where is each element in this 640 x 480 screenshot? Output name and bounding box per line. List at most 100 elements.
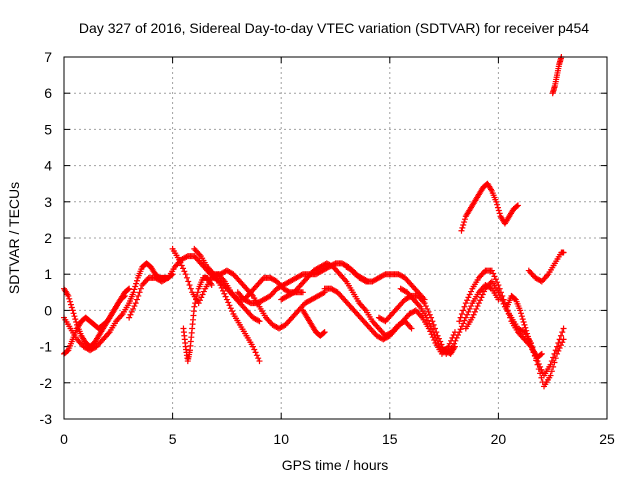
data-point: [523, 327, 530, 334]
y-tick-label: -2: [40, 375, 53, 391]
data-point: [559, 339, 566, 346]
data-point: [534, 361, 541, 368]
data-point: [520, 318, 527, 325]
data-point: [128, 308, 135, 315]
series-track-2: [61, 292, 128, 357]
data-point: [131, 286, 138, 293]
data-point: [465, 294, 472, 301]
data-point: [424, 305, 431, 312]
data-point: [466, 291, 473, 298]
data-point: [538, 350, 545, 357]
data-point: [539, 369, 546, 376]
x-tick-label: 25: [599, 431, 615, 447]
data-point: [522, 324, 529, 331]
data-point: [408, 325, 415, 332]
data-point: [464, 311, 471, 318]
data-point: [177, 259, 184, 266]
data-point: [430, 321, 437, 328]
data-point: [69, 307, 76, 314]
data-point: [458, 227, 465, 234]
data-point: [126, 285, 133, 292]
data-point: [548, 368, 555, 375]
data-point: [68, 304, 75, 311]
data-point: [71, 313, 78, 320]
data-point: [425, 317, 432, 324]
data-point: [457, 326, 464, 333]
data-point: [191, 303, 198, 310]
data-point: [462, 314, 469, 321]
data-point: [381, 271, 388, 278]
data-point: [457, 314, 464, 321]
data-points: [61, 54, 567, 390]
data-point: [321, 329, 328, 336]
data-point: [299, 289, 306, 296]
data-point: [449, 343, 456, 350]
data-point: [193, 296, 200, 303]
data-point: [557, 342, 564, 349]
data-point: [133, 277, 140, 284]
data-point: [200, 288, 207, 295]
data-point: [298, 271, 305, 278]
data-point: [455, 332, 462, 339]
series-track-20: [525, 249, 567, 285]
data-point: [131, 303, 138, 310]
series-track-14: [375, 292, 458, 357]
data-point: [560, 325, 567, 332]
data-point: [132, 300, 139, 307]
x-tick-label: 10: [273, 431, 289, 447]
data-point: [517, 307, 524, 314]
data-point: [471, 308, 478, 315]
data-point: [461, 219, 468, 226]
data-point: [181, 268, 188, 275]
y-tick-label: 6: [44, 85, 52, 101]
data-point: [498, 295, 505, 302]
data-point: [121, 292, 128, 299]
data-point: [320, 329, 327, 336]
data-point: [475, 300, 482, 307]
data-point: [192, 300, 199, 307]
data-point: [465, 308, 472, 315]
data-point: [461, 303, 468, 310]
series-track-21: [549, 54, 565, 97]
series-track-8: [191, 245, 328, 332]
data-point: [430, 329, 437, 336]
y-tick-label: 0: [44, 302, 52, 318]
data-point: [494, 204, 501, 211]
data-point: [163, 275, 170, 282]
y-tick-label: -1: [40, 339, 53, 355]
data-point: [460, 320, 467, 327]
data-point: [425, 308, 432, 315]
data-point: [560, 249, 567, 256]
data-point: [194, 289, 201, 296]
data-point: [478, 294, 485, 301]
data-point: [518, 313, 525, 320]
series-track-15: [397, 282, 502, 357]
data-point: [183, 253, 190, 260]
data-point: [473, 305, 480, 312]
data-point: [462, 300, 469, 307]
data-point: [127, 311, 134, 318]
y-tick-label: 3: [44, 194, 52, 210]
data-point: [130, 305, 137, 312]
data-point: [136, 289, 143, 296]
y-tick-label: 2: [44, 230, 52, 246]
data-point: [125, 286, 132, 293]
data-point: [494, 279, 501, 286]
data-point: [221, 290, 228, 297]
series-track-4: [126, 253, 263, 325]
data-point: [252, 349, 259, 356]
series-track-19: [504, 292, 545, 361]
x-tick-label: 20: [491, 431, 507, 447]
data-point: [256, 318, 263, 325]
data-point: [538, 374, 545, 381]
data-point: [521, 321, 528, 328]
data-point: [495, 282, 502, 289]
data-point: [556, 345, 563, 352]
data-point: [468, 303, 475, 310]
data-point: [559, 329, 566, 336]
data-point: [187, 285, 194, 292]
data-point: [550, 354, 557, 361]
data-point: [514, 203, 521, 210]
